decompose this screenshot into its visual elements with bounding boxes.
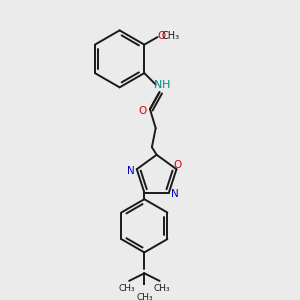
Text: CH₃: CH₃: [136, 293, 153, 300]
Text: CH₃: CH₃: [153, 284, 170, 293]
Text: CH₃: CH₃: [119, 284, 136, 293]
Text: H: H: [162, 80, 170, 91]
Text: O: O: [138, 106, 146, 116]
Text: N: N: [171, 190, 178, 200]
Text: N: N: [127, 166, 135, 176]
Text: CH₃: CH₃: [162, 31, 180, 41]
Text: N: N: [154, 80, 163, 91]
Text: O: O: [157, 31, 166, 41]
Text: O: O: [173, 160, 181, 170]
